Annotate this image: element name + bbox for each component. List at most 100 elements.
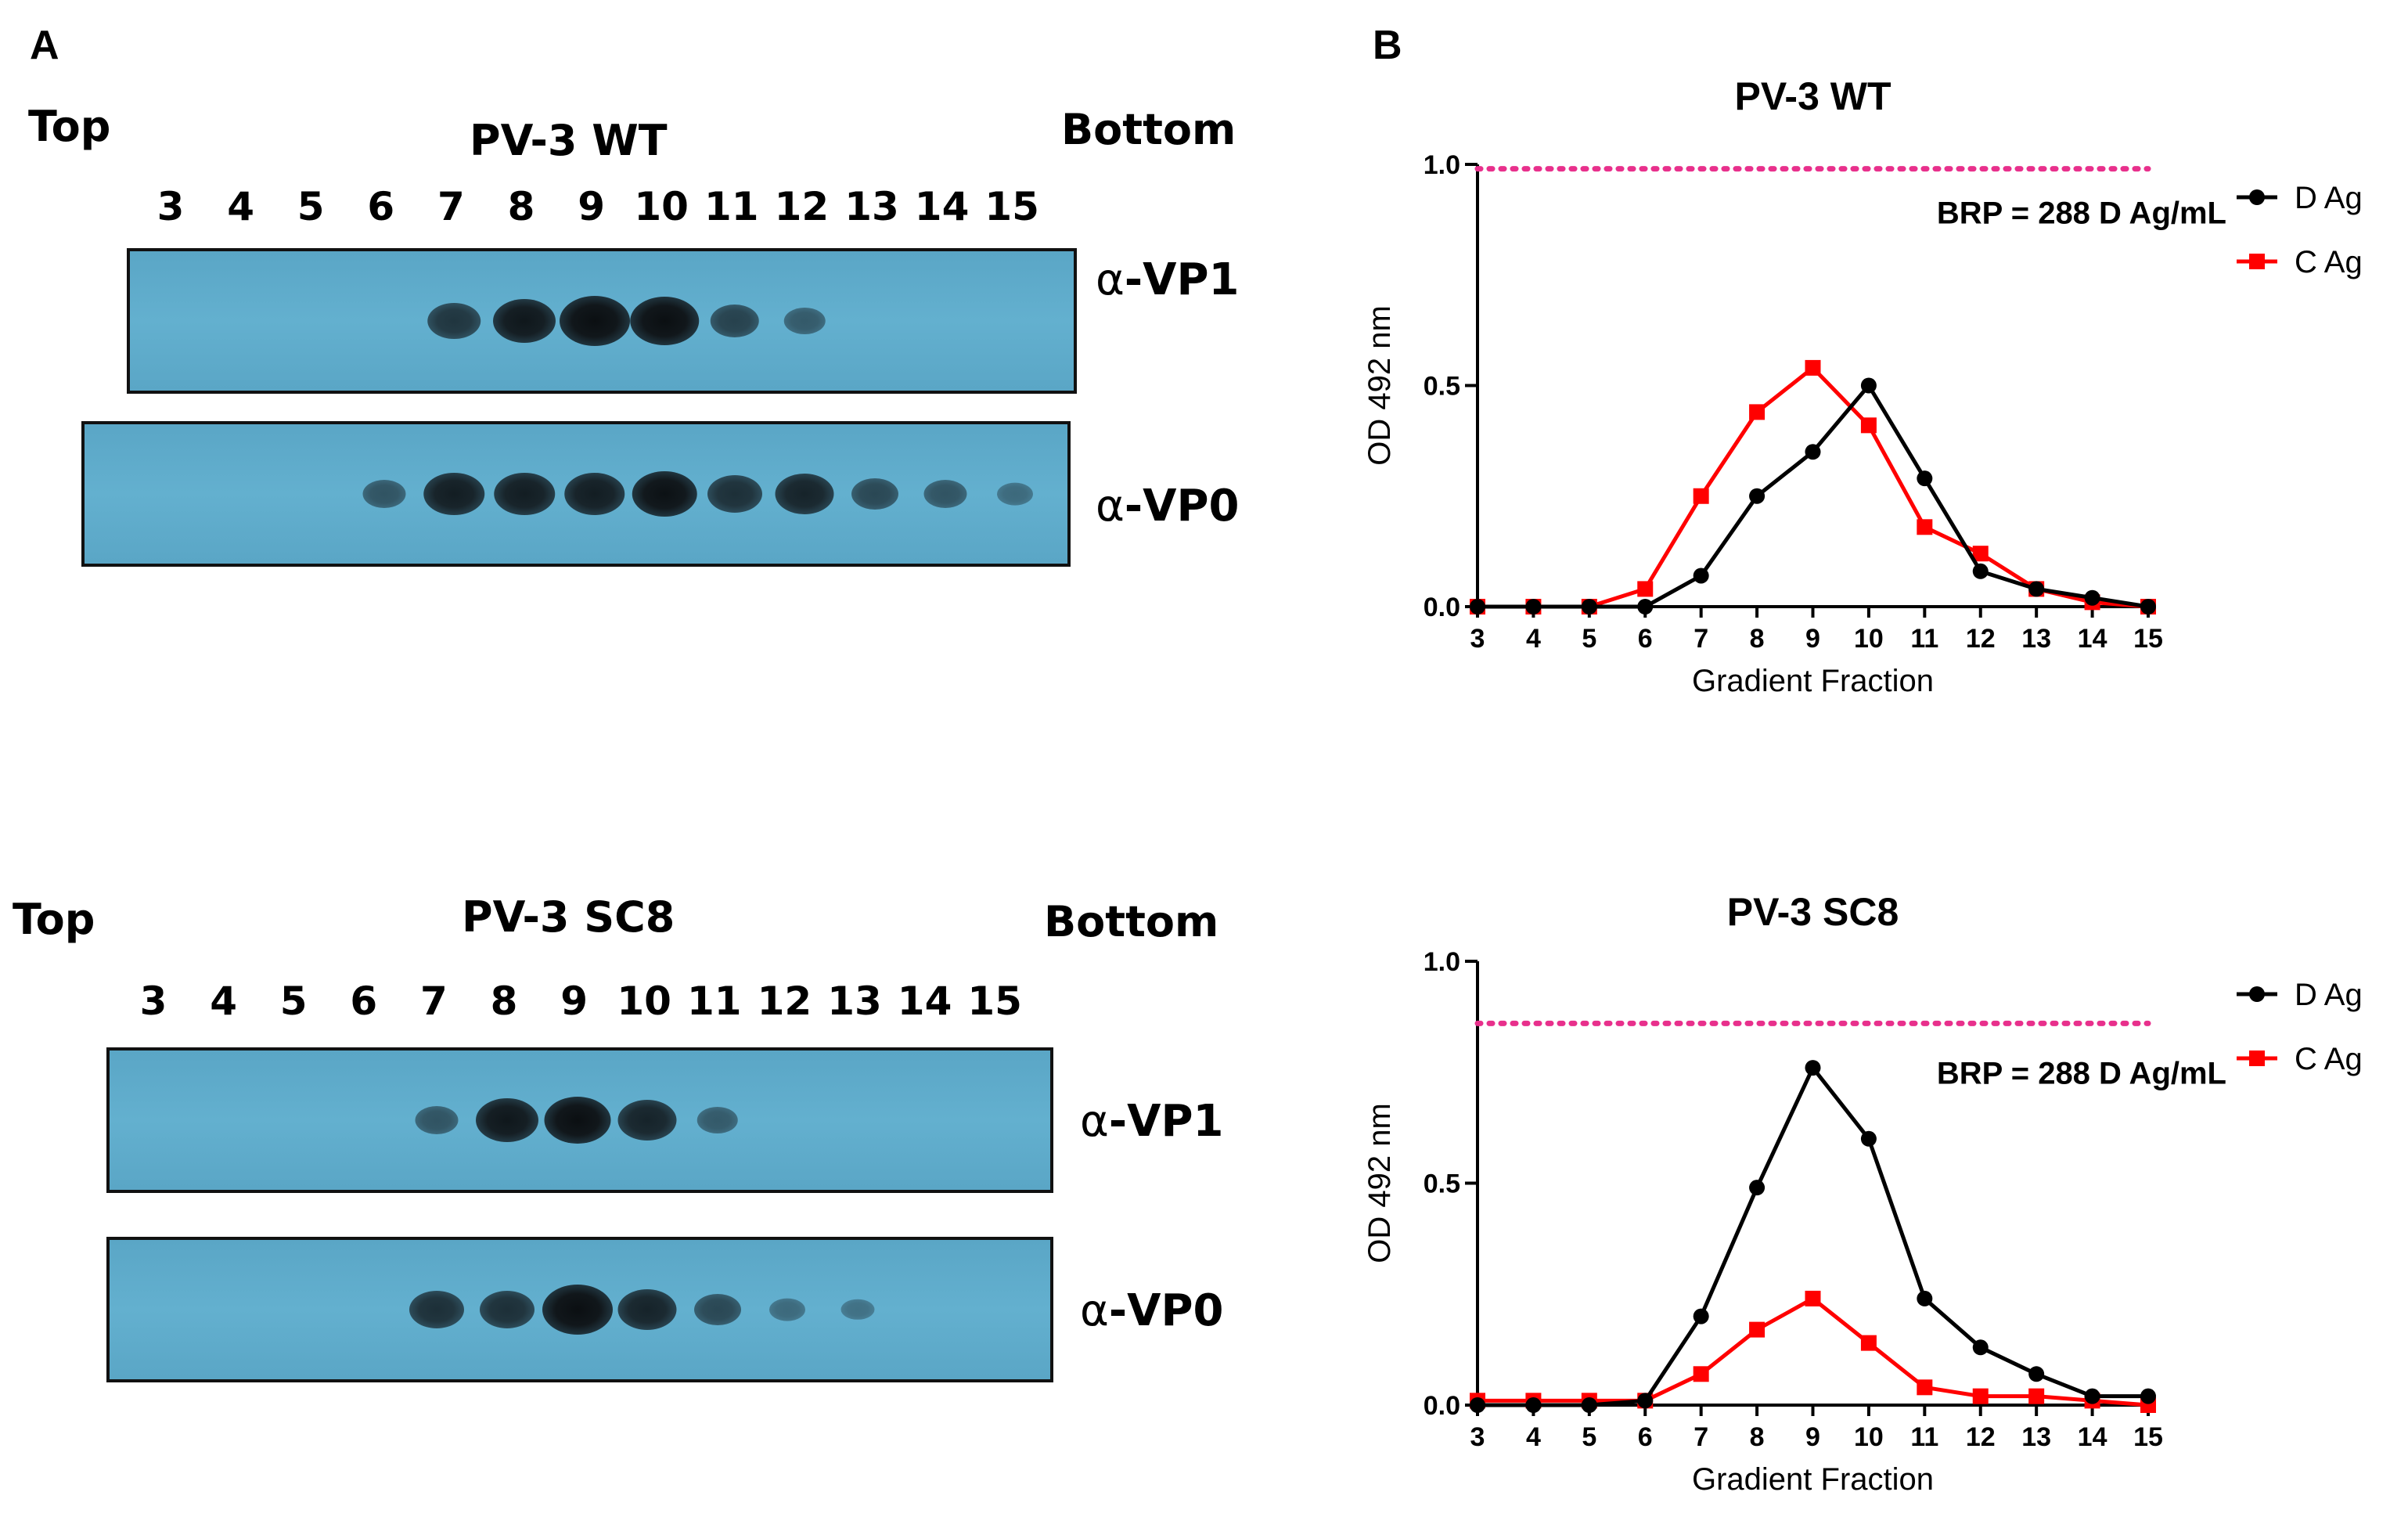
data-point-d-ag — [2084, 589, 2100, 606]
x-tick-label: 8 — [1750, 1422, 1765, 1452]
data-point-d-ag — [2084, 1388, 2100, 1404]
x-tick-label: 10 — [1854, 624, 1884, 654]
blot-band — [710, 305, 760, 337]
y-tick-label: 0.5 — [1424, 372, 1460, 402]
blot-band — [415, 1106, 459, 1134]
data-point-c-ag — [1693, 488, 1709, 504]
data-point-d-ag — [1693, 568, 1709, 584]
x-tick-label: 4 — [1526, 624, 1541, 654]
x-tick-label: 15 — [2133, 1422, 2163, 1452]
blot-bottom-label: Bottom — [1061, 105, 1236, 154]
x-tick-label: 15 — [2133, 624, 2163, 654]
data-point-c-ag — [1749, 1321, 1766, 1338]
lane-number: 8 — [507, 184, 535, 229]
x-tick-label: 7 — [1694, 624, 1708, 654]
blot-band — [784, 308, 826, 334]
data-point-d-ag — [1581, 599, 1597, 614]
data-point-d-ag — [1525, 599, 1542, 614]
data-point-c-ag — [1805, 359, 1821, 376]
lane-numbers: 3 4 5 6 7 8 9 10 11 12 13 14 15 — [0, 184, 1096, 231]
data-point-d-ag — [2028, 1366, 2045, 1382]
lane-number: 11 — [704, 184, 759, 229]
blot-membrane-vp0 — [81, 421, 1071, 567]
lane-number: 3 — [139, 978, 167, 1024]
blot-band — [707, 475, 762, 513]
blot-band — [617, 1289, 677, 1330]
x-tick-label: 12 — [1966, 624, 1996, 654]
data-point-d-ag — [1525, 1397, 1542, 1413]
lane-number: 15 — [984, 184, 1039, 229]
legend-marker — [2249, 1050, 2265, 1066]
blot-membrane-vp1 — [127, 248, 1077, 394]
data-point-c-ag — [2028, 1388, 2045, 1404]
legend-marker — [2249, 254, 2265, 269]
data-point-c-ag — [1637, 581, 1654, 597]
line-chart-pv3-wt: PV-3 WT 0.0 0.5 1.0 3 4 5 6 7 8 9 10 11 12 13 14 15 Gradi… — [1362, 74, 2363, 698]
x-tick-label: 13 — [2021, 624, 2051, 654]
x-tick-label: 9 — [1805, 1422, 1820, 1452]
data-point-d-ag — [1860, 1130, 1877, 1147]
data-point-d-ag — [1637, 1393, 1654, 1409]
x-tick-label: 11 — [1910, 624, 1938, 654]
lane-numbers: 3 4 5 6 7 8 9 10 11 12 13 14 15 — [0, 978, 1096, 1025]
lane-number: 5 — [297, 184, 325, 229]
blot-bottom-label: Bottom — [1044, 897, 1219, 946]
blot-band — [409, 1291, 465, 1328]
data-point-d-ag — [1470, 1397, 1485, 1413]
lane-number: 11 — [687, 978, 742, 1024]
y-tick-label: 1.0 — [1424, 947, 1460, 977]
blot-band — [696, 1107, 739, 1133]
x-tick-label: 7 — [1694, 1422, 1708, 1452]
legend-label: D Ag — [2295, 181, 2363, 215]
lane-number: 9 — [560, 978, 588, 1024]
data-point-d-ag — [1470, 599, 1485, 614]
blot-band — [494, 473, 555, 515]
data-point-d-ag — [2028, 581, 2045, 597]
lane-number: 5 — [279, 978, 308, 1024]
x-tick-label: 5 — [1582, 1422, 1596, 1452]
y-axis-label: OD 492 nm — [1362, 305, 1397, 466]
chart-title: PV-3 SC8 — [1727, 890, 1899, 934]
data-point-d-ag — [1972, 1339, 1989, 1356]
blot-band — [563, 473, 625, 515]
data-point-d-ag — [1749, 1180, 1766, 1196]
blot-band — [617, 1100, 677, 1141]
x-axis-label: Gradient Fraction — [1692, 1462, 1934, 1497]
blot-band — [775, 474, 834, 514]
data-point-d-ag — [2140, 599, 2156, 614]
chart-title: PV-3 WT — [1734, 74, 1891, 118]
antibody-label-vp1: α-VP1 — [1080, 1096, 1224, 1147]
y-tick-label: 1.0 — [1424, 150, 1460, 180]
lane-number: 4 — [227, 184, 254, 229]
x-tick-label: 6 — [1638, 1422, 1653, 1452]
x-tick-label: 8 — [1750, 624, 1765, 654]
y-tick-label: 0.0 — [1424, 1391, 1460, 1421]
lane-number: 14 — [914, 184, 970, 229]
blot-band — [427, 303, 481, 339]
blot-title: PV-3 SC8 — [462, 892, 675, 942]
lane-number: 6 — [367, 184, 395, 229]
data-point-c-ag — [1917, 519, 1933, 535]
blot-band — [851, 478, 898, 510]
x-tick-label: 10 — [1854, 1422, 1884, 1452]
data-point-c-ag — [1972, 1388, 1989, 1404]
x-tick-label: 13 — [2021, 1422, 2051, 1452]
lane-number: 7 — [437, 184, 465, 229]
blot-band — [544, 1097, 611, 1144]
x-tick-label: 14 — [2078, 624, 2107, 654]
blot-band — [769, 1298, 806, 1321]
blot-band — [632, 471, 697, 517]
data-point-c-ag — [1693, 1366, 1709, 1382]
blot-band — [493, 299, 556, 343]
legend-marker — [2249, 189, 2265, 205]
data-point-c-ag — [1972, 546, 1989, 562]
blot-band — [480, 1291, 535, 1328]
lane-number: 12 — [774, 184, 830, 229]
lane-number: 10 — [617, 978, 671, 1024]
x-tick-label: 3 — [1470, 624, 1485, 654]
lane-number: 13 — [844, 184, 899, 229]
data-point-c-ag — [1860, 1335, 1877, 1351]
legend-label: C Ag — [2295, 245, 2363, 279]
antibody-label-vp0: α-VP0 — [1096, 481, 1240, 532]
blot-band — [997, 482, 1034, 506]
